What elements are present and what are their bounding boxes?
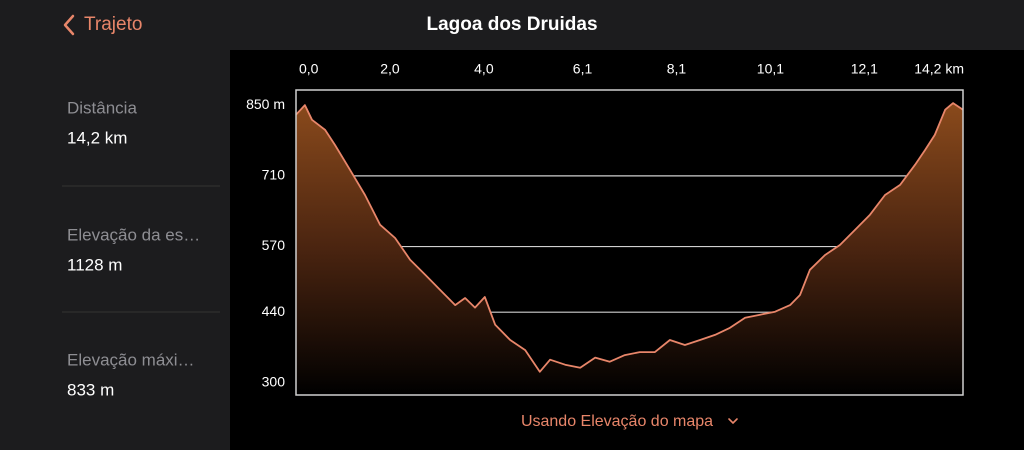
back-chevron xyxy=(63,14,75,36)
sidebar xyxy=(0,50,230,450)
back-label[interactable]: Trajeto xyxy=(84,14,142,35)
x-tick-label: 4,0 xyxy=(474,61,494,77)
x-tick-label: 8,1 xyxy=(667,61,687,77)
back-button[interactable]: Trajeto xyxy=(63,14,142,36)
nav-bar xyxy=(0,0,1024,50)
stat-value: 833 m xyxy=(67,380,114,399)
stat-value: 14,2 km xyxy=(67,128,127,147)
dropdown-chevron xyxy=(728,418,738,425)
x-tick-label: 10,1 xyxy=(757,61,784,77)
y-tick-label: 710 xyxy=(262,167,286,183)
elevation-chart: 850 m 710 570 440 300 0,0 2,0 4,0 6,1 8,1 10,1 12,1… xyxy=(246,61,964,395)
x-tick-label: 2,0 xyxy=(380,61,400,77)
x-tick-label: 14,2 km xyxy=(914,61,964,77)
elevation-area xyxy=(296,103,963,395)
stat-value: 1128 m xyxy=(67,255,122,274)
x-tick-label: 6,1 xyxy=(573,61,593,77)
y-tick-label: 850 m xyxy=(246,96,285,112)
y-tick-label: 300 xyxy=(262,374,286,390)
screen-title: Lagoa dos Druidas xyxy=(426,14,597,35)
stat-label: Distância xyxy=(67,98,137,117)
source-link-label[interactable]: Usando Elevação do mapa xyxy=(521,413,713,430)
y-tick-label: 570 xyxy=(262,237,286,253)
x-tick-label: 12,1 xyxy=(851,61,878,77)
stat-label: Elevação da es… xyxy=(67,225,200,244)
x-tick-label: 0,0 xyxy=(299,61,319,77)
elevation-line xyxy=(295,102,964,373)
stat-label: Elevação máxi… xyxy=(67,350,195,369)
y-tick-label: 440 xyxy=(262,303,286,319)
plot-frame xyxy=(295,89,964,396)
source-link[interactable]: Usando Elevação do mapa xyxy=(521,413,738,430)
